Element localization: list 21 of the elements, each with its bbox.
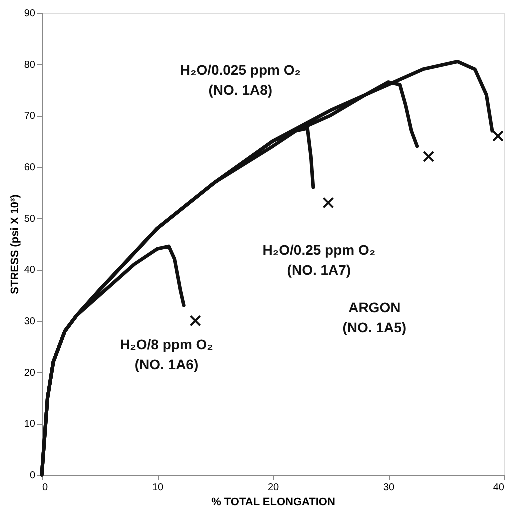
annotation: ARGON (NO. 1A5) bbox=[342, 300, 407, 336]
y-tick-label: 10 bbox=[24, 419, 36, 430]
y-tick-label: 90 bbox=[24, 8, 36, 20]
x-tick-label: 30 bbox=[383, 482, 395, 494]
x-tick-label: 0 bbox=[42, 482, 48, 494]
y-tick-label: 20 bbox=[24, 368, 36, 379]
x-tick-label: 10 bbox=[152, 482, 164, 494]
y-tick-label: 70 bbox=[24, 111, 36, 122]
y-tick-label: 50 bbox=[24, 214, 36, 225]
y-axis-title: STRESS (psi X 10³) bbox=[9, 194, 22, 294]
x-axis-title: % TOTAL ELONGATION bbox=[212, 496, 336, 508]
y-tick-label: 60 bbox=[24, 162, 36, 174]
y-tick-label: 0 bbox=[30, 470, 36, 482]
y-tick-label: 40 bbox=[24, 265, 36, 276]
annotation: H₂O/8 ppm O₂ (NO. 1A6) bbox=[120, 336, 214, 373]
x-tick-label: 40 bbox=[493, 482, 505, 494]
annotation: H₂O/0.025 ppm O₂ (NO. 1A8) bbox=[180, 62, 301, 98]
y-tick-label: 30 bbox=[24, 316, 36, 328]
annotation: H₂O/0.25 ppm O₂ (NO. 1A7) bbox=[262, 242, 376, 278]
x-tick-label: 20 bbox=[268, 482, 280, 494]
y-tick-label: 80 bbox=[24, 60, 36, 71]
